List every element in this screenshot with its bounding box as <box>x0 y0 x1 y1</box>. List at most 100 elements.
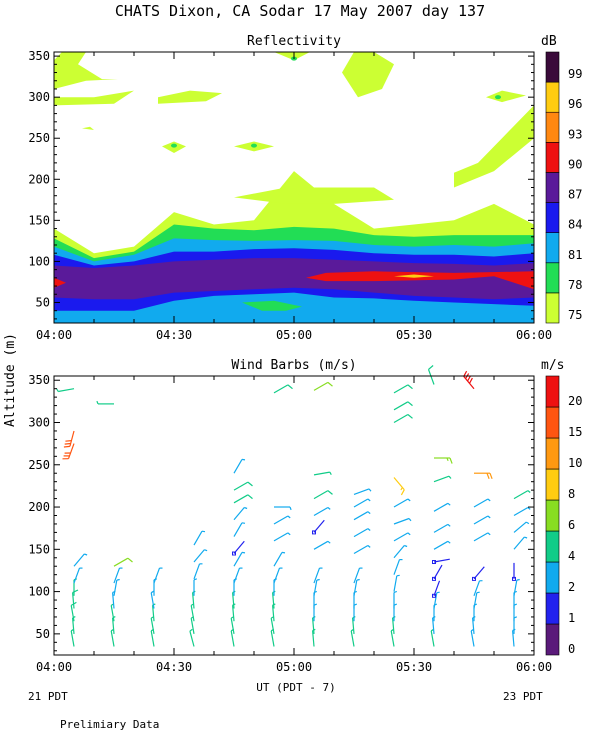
refl-colorbar-swatch <box>545 232 560 264</box>
wind-barb-staff <box>393 384 409 394</box>
wind-barb-calm <box>232 551 236 556</box>
refl-panel-title: Reflectivity <box>247 34 341 49</box>
wind-barb <box>463 370 475 390</box>
wind-barb-staff <box>233 494 249 504</box>
wind-barb-calm <box>432 560 436 564</box>
wind-barb <box>73 567 83 584</box>
wind-barb <box>273 532 291 542</box>
wind-barb-staff <box>233 507 245 521</box>
wind-barb-feather <box>407 384 413 390</box>
wind-barb <box>473 580 483 597</box>
wind-barb-staff <box>433 592 438 609</box>
refl-colorbar-swatch <box>545 202 560 233</box>
wind-barb-staff <box>353 567 361 584</box>
wind-barb-half-feather <box>408 518 412 522</box>
wind-colorbar-tick-label: 6 <box>568 518 575 532</box>
wind-barb-staff <box>70 630 75 647</box>
wind-barb-half-feather <box>527 490 531 493</box>
refl-y-tick-label: 50 <box>36 295 50 309</box>
wind-barb <box>393 401 413 411</box>
x-right-sublabel: 23 PDT <box>503 690 543 703</box>
wind-barb-staff <box>353 544 369 555</box>
wind-barb-half-feather <box>367 545 371 548</box>
wind-barb-half-feather <box>281 551 286 554</box>
wind-barb-staff <box>350 630 355 647</box>
wind-barb <box>193 530 206 546</box>
refl-x-tick-label: 04:00 <box>36 328 72 342</box>
wind-x-tick-label: 04:30 <box>156 660 192 674</box>
wind-barb-staff <box>193 549 205 563</box>
refl-high-patch <box>82 126 94 130</box>
refl-colorbar-tick-label: 84 <box>568 218 582 232</box>
wind-colorbar-tick-label: 20 <box>568 394 582 408</box>
refl-high-reflectivity-edge <box>54 277 66 288</box>
wind-barb-staff <box>193 563 201 580</box>
refl-colorbar-tick-label: 81 <box>568 248 582 262</box>
wind-barb-half-feather <box>404 544 408 548</box>
wind-barb-staff <box>189 630 195 647</box>
wind-barb-half-feather <box>96 400 99 405</box>
wind-y-tick-label: 200 <box>28 500 50 514</box>
wind-barb-staff <box>513 490 529 500</box>
wind-barb-staff <box>393 559 401 575</box>
wind-x-tick-label: 04:00 <box>36 660 72 674</box>
wind-barb-half-feather <box>84 553 88 556</box>
wind-barb-staff <box>112 592 115 609</box>
wind-barb <box>513 506 531 517</box>
refl-x-tick-label: 05:30 <box>396 328 432 342</box>
wind-barb <box>353 528 371 538</box>
wind-barb-staff <box>153 567 161 584</box>
wind-barb-staff <box>353 579 358 596</box>
wind-y-tick-label: 250 <box>28 458 50 472</box>
wind-barb-staff <box>353 528 369 538</box>
wind-barb <box>512 562 516 581</box>
wind-barb <box>96 400 114 405</box>
wind-barb-staff <box>352 617 355 634</box>
wind-barb-feather <box>467 375 472 382</box>
wind-barb-staff <box>230 617 235 635</box>
wind-colorbar-swatch <box>545 623 560 656</box>
wind-barb-staff <box>313 490 329 500</box>
wind-barb-staff <box>433 558 450 563</box>
refl-high-patch <box>234 187 394 204</box>
wind-barb <box>313 567 323 584</box>
wind-barb <box>433 523 451 533</box>
wind-barb-staff <box>190 617 195 635</box>
wind-panel-title: Wind Barbs (m/s) <box>231 358 356 373</box>
wind-barb <box>312 519 325 535</box>
wind-barb-feather <box>449 457 453 464</box>
wind-barb <box>393 517 412 525</box>
wind-barb <box>473 498 491 508</box>
wind-barb-staff <box>273 384 289 394</box>
wind-barb-staff <box>313 471 330 476</box>
wind-y-tick-label: 350 <box>28 373 50 387</box>
wind-barb-staff <box>472 617 475 634</box>
refl-spot <box>171 143 177 148</box>
wind-barb <box>433 502 451 512</box>
wind-barb <box>433 540 451 550</box>
reflectivity-panel: 50 100 150 200 250 300 350 04:00 04:30 05:00 05:30… <box>28 34 582 342</box>
wind-barb-staff <box>390 630 395 647</box>
wind-y-tick-label: 150 <box>28 542 50 556</box>
wind-barb <box>273 551 286 567</box>
wind-barb-staff <box>272 592 275 609</box>
wind-colorbar-tick-label: 1 <box>568 611 575 625</box>
wind-barb-half-feather <box>476 591 480 594</box>
wind-barb-staff <box>473 580 481 597</box>
wind-barb <box>233 551 246 567</box>
wind-barb-half-feather <box>400 487 403 491</box>
wind-barb <box>193 549 208 563</box>
wind-barb <box>113 578 120 596</box>
wind-barb-half-feather <box>116 578 120 581</box>
wind-barb <box>193 563 203 580</box>
wind-barb-half-feather <box>407 532 411 536</box>
wind-colorbar-swatch <box>545 530 560 563</box>
wind-barb-staff <box>473 498 489 508</box>
wind-barb <box>433 591 440 609</box>
wind-barb <box>393 544 408 559</box>
wind-barb-staff <box>513 521 527 533</box>
wind-barb-staff <box>473 515 489 525</box>
wind-barb <box>232 540 245 556</box>
wind-barb-staff <box>270 630 275 647</box>
wind-barb <box>513 536 528 550</box>
